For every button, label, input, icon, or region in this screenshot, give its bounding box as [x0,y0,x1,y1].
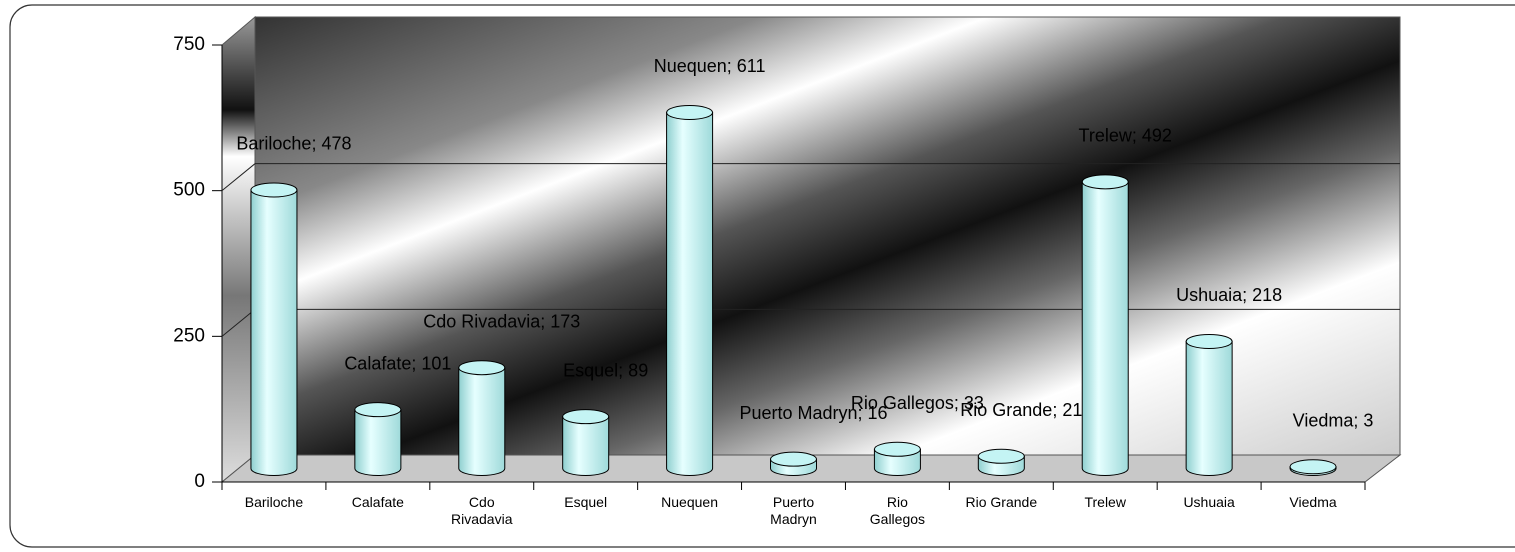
data-label: Rio Gallegos; 33 [851,393,984,413]
data-label: Cdo Rivadavia; 173 [423,311,580,331]
grid-line [221,308,256,337]
data-label: Esquel; 89 [563,360,648,380]
data-label: Nuequen; 611 [654,56,766,76]
x-tick-label: Trelew [1084,494,1126,510]
x-tick-label: Nuequen [661,494,718,510]
data-label: Trelew; 492 [1079,126,1172,146]
bar-top [1081,174,1129,190]
bar [562,416,610,476]
x-tick-label: Calafate [351,494,404,510]
y-tick-label: 750 [173,34,205,55]
data-label: Viedma; 3 [1293,411,1374,431]
bar [458,367,506,476]
side-wall [221,15,256,484]
bar-top [666,104,714,120]
bar-top [1289,459,1337,475]
x-tick-label: Ushuaia [1183,494,1235,510]
bar [666,111,714,476]
x-tick-label: Rio Gallegos [869,494,926,527]
data-label: Bariloche; 478 [236,134,351,154]
bar [1185,340,1233,476]
bar-top [562,409,610,425]
bar-top [354,402,402,418]
bar-top [458,360,506,376]
x-tick-label: Puerto Madryn [770,494,817,527]
x-tick-label: Viedma [1289,494,1337,510]
bar-top [1185,333,1233,349]
grid-line [221,163,256,192]
x-tick-label: Rio Grande [965,494,1038,510]
frame [9,4,1515,548]
data-label: Calafate; 101 [344,353,451,373]
data-label: Ushuaia; 218 [1176,285,1282,305]
bar [250,189,298,476]
bar-top [250,182,298,198]
bar-top [770,451,817,467]
data-label: Rio Grande; 21 [960,400,1082,420]
x-tick-label: Esquel [564,494,608,510]
bar-top [873,441,921,457]
bar-top [977,448,1025,464]
y-tick-label: 250 [173,325,205,346]
bar [1081,181,1129,476]
bar [354,409,402,476]
y-tick-label: 0 [194,471,205,492]
data-label: Puerto Madryn; 16 [739,403,887,423]
y-tick-label: 500 [173,180,205,201]
x-tick-label: Cdo Rivadavia [451,494,513,527]
x-tick-label: Bariloche [244,494,304,510]
